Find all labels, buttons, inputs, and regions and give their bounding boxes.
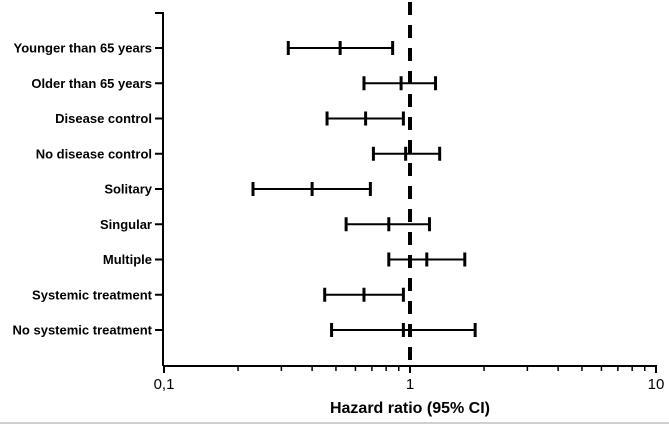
x-axis-tick-label: 10 <box>648 376 665 393</box>
category-label: Disease control <box>55 111 152 126</box>
category-label: Multiple <box>103 252 152 267</box>
category-label: Systemic treatment <box>32 287 153 302</box>
x-axis-tick-label: 0,1 <box>154 376 175 393</box>
category-label: Younger than 65 years <box>14 41 152 56</box>
category-label: Singular <box>100 217 152 232</box>
x-axis-title: Hazard ratio (95% CI) <box>330 400 490 417</box>
x-axis-tick-label: 1 <box>406 376 414 393</box>
category-label: Older than 65 years <box>31 76 152 91</box>
category-label: No disease control <box>36 146 152 161</box>
category-label: Solitary <box>104 182 152 197</box>
category-label: No systemic treatment <box>13 323 153 338</box>
